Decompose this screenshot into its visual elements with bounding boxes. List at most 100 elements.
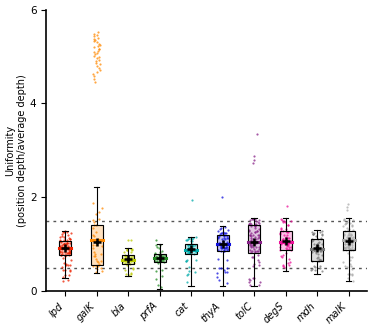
Point xyxy=(250,275,256,281)
Point xyxy=(93,229,99,235)
Point xyxy=(222,224,228,230)
Point xyxy=(90,217,96,222)
Point xyxy=(129,246,135,251)
Point xyxy=(65,245,71,250)
Point xyxy=(254,228,260,234)
Point xyxy=(347,244,352,249)
Point xyxy=(185,251,191,256)
Point xyxy=(219,195,225,200)
Point xyxy=(318,249,324,254)
Point xyxy=(188,237,194,242)
Point xyxy=(94,40,100,45)
Point xyxy=(319,232,325,237)
Point xyxy=(215,247,221,253)
Point xyxy=(253,221,258,227)
Point xyxy=(283,226,289,232)
Point xyxy=(347,247,353,252)
Point xyxy=(315,258,321,263)
Point xyxy=(65,250,71,255)
Point xyxy=(124,247,130,252)
Point xyxy=(340,259,346,264)
Point xyxy=(90,233,96,238)
Point xyxy=(159,255,165,260)
Point xyxy=(124,247,130,253)
Point xyxy=(257,279,263,285)
Point xyxy=(349,224,355,229)
Bar xyxy=(122,255,134,264)
Point xyxy=(217,240,223,246)
Point xyxy=(185,246,191,251)
Point xyxy=(97,42,103,47)
Point xyxy=(280,264,286,269)
Point xyxy=(187,247,193,252)
Point xyxy=(253,244,259,249)
Point xyxy=(347,258,353,263)
Point xyxy=(67,268,73,274)
Point xyxy=(186,268,192,274)
Point xyxy=(310,232,316,237)
Point xyxy=(225,235,231,240)
Point xyxy=(344,208,350,213)
Point xyxy=(186,242,192,247)
Point xyxy=(120,257,126,262)
Point xyxy=(343,244,349,249)
Point xyxy=(346,217,352,223)
Point xyxy=(62,244,68,250)
Point xyxy=(348,247,354,252)
Point xyxy=(250,245,256,250)
Point xyxy=(125,237,131,242)
Point xyxy=(183,237,189,242)
Point xyxy=(313,251,319,256)
Bar xyxy=(59,241,71,256)
Point xyxy=(316,259,322,264)
Point xyxy=(345,245,351,251)
Point xyxy=(255,236,261,241)
Point xyxy=(284,238,290,244)
Point xyxy=(277,230,283,235)
Point xyxy=(62,241,68,246)
Point xyxy=(155,283,161,288)
Point xyxy=(247,282,253,287)
Point xyxy=(310,231,316,237)
Point xyxy=(347,261,352,266)
Point xyxy=(93,60,99,65)
Point xyxy=(185,237,191,242)
Point xyxy=(94,32,100,37)
Point xyxy=(154,254,160,259)
Point xyxy=(345,243,351,249)
Point xyxy=(252,234,258,239)
Point xyxy=(60,274,66,280)
Point xyxy=(256,217,262,223)
Point xyxy=(256,226,262,231)
Point xyxy=(98,205,104,210)
Point xyxy=(93,270,98,275)
Point xyxy=(220,230,226,235)
Point xyxy=(193,235,199,240)
Point xyxy=(62,238,68,243)
Point xyxy=(285,238,291,243)
Point xyxy=(280,232,286,238)
Point xyxy=(91,53,97,58)
Point xyxy=(215,229,221,234)
Point xyxy=(216,233,222,238)
Point xyxy=(57,235,63,240)
Point xyxy=(345,236,351,241)
Point xyxy=(131,260,137,265)
Point xyxy=(312,267,318,273)
Point xyxy=(121,250,127,255)
Point xyxy=(90,246,96,251)
Point xyxy=(350,235,355,241)
Point xyxy=(280,265,286,270)
Point xyxy=(342,242,348,247)
Point xyxy=(346,232,352,237)
Point xyxy=(248,245,254,250)
Point xyxy=(220,239,226,244)
Point xyxy=(223,244,229,250)
Point xyxy=(59,232,65,237)
Point xyxy=(62,272,68,278)
Point xyxy=(216,241,222,246)
Point xyxy=(225,227,231,232)
Point xyxy=(191,251,197,257)
Point xyxy=(318,236,324,242)
Point xyxy=(64,251,70,256)
